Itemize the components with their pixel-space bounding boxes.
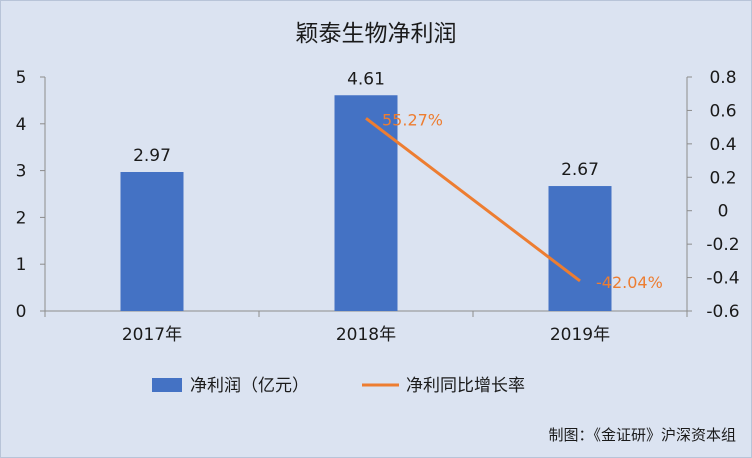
right-tick-label: -0.6 [706,302,739,322]
chart-title: 颖泰生物净利润 [296,21,457,47]
left-tick-label: 4 [16,115,27,135]
right-tick-label: 0.6 [709,101,736,121]
legend-swatch-bar [152,378,182,392]
legend-label-bar: 净利润（亿元） [190,376,309,396]
bar-data-label: 2.67 [561,160,599,180]
left-tick-label: 2 [16,208,27,228]
x-tick-label: 2018年 [336,325,396,345]
bar [548,186,612,311]
bar [334,95,398,311]
chart-credit: 制图：《金证研》沪深资本组 [548,426,736,444]
line-series: 55.27% -42.04% [365,110,663,292]
bar [120,172,184,311]
left-tick-label: 1 [16,255,27,275]
line-data-label: 55.27% [382,110,443,129]
left-tick-label: 0 [16,302,27,322]
x-tick-label: 2017年 [122,325,182,345]
right-tick-label: -0.4 [706,269,739,289]
right-tick-label: 0.2 [709,168,736,188]
growth-line [365,117,581,283]
axes: 0 1 2 3 4 5 -0.6 -0.4 -0.2 0 0.2 0.4 0.6 0.8 2017年 2018… [16,68,740,345]
bar-data-label: 2.97 [133,146,171,166]
x-tick-label: 2019年 [550,325,610,345]
right-tick-label: -0.2 [706,235,739,255]
line-data-label: -42.04% [596,273,663,292]
right-tick-label: 0.4 [709,135,736,155]
left-tick-label: 5 [16,68,27,88]
right-tick-label: 0.8 [709,68,736,88]
bar-series: 2.97 4.61 2.67 [120,69,612,311]
left-tick-label: 3 [16,162,27,182]
legend: 净利润（亿元） 净利同比增长率 [152,376,525,396]
legend-label-line: 净利同比增长率 [406,376,525,396]
bar-data-label: 4.61 [347,69,385,89]
right-tick-label: 0 [718,202,729,222]
